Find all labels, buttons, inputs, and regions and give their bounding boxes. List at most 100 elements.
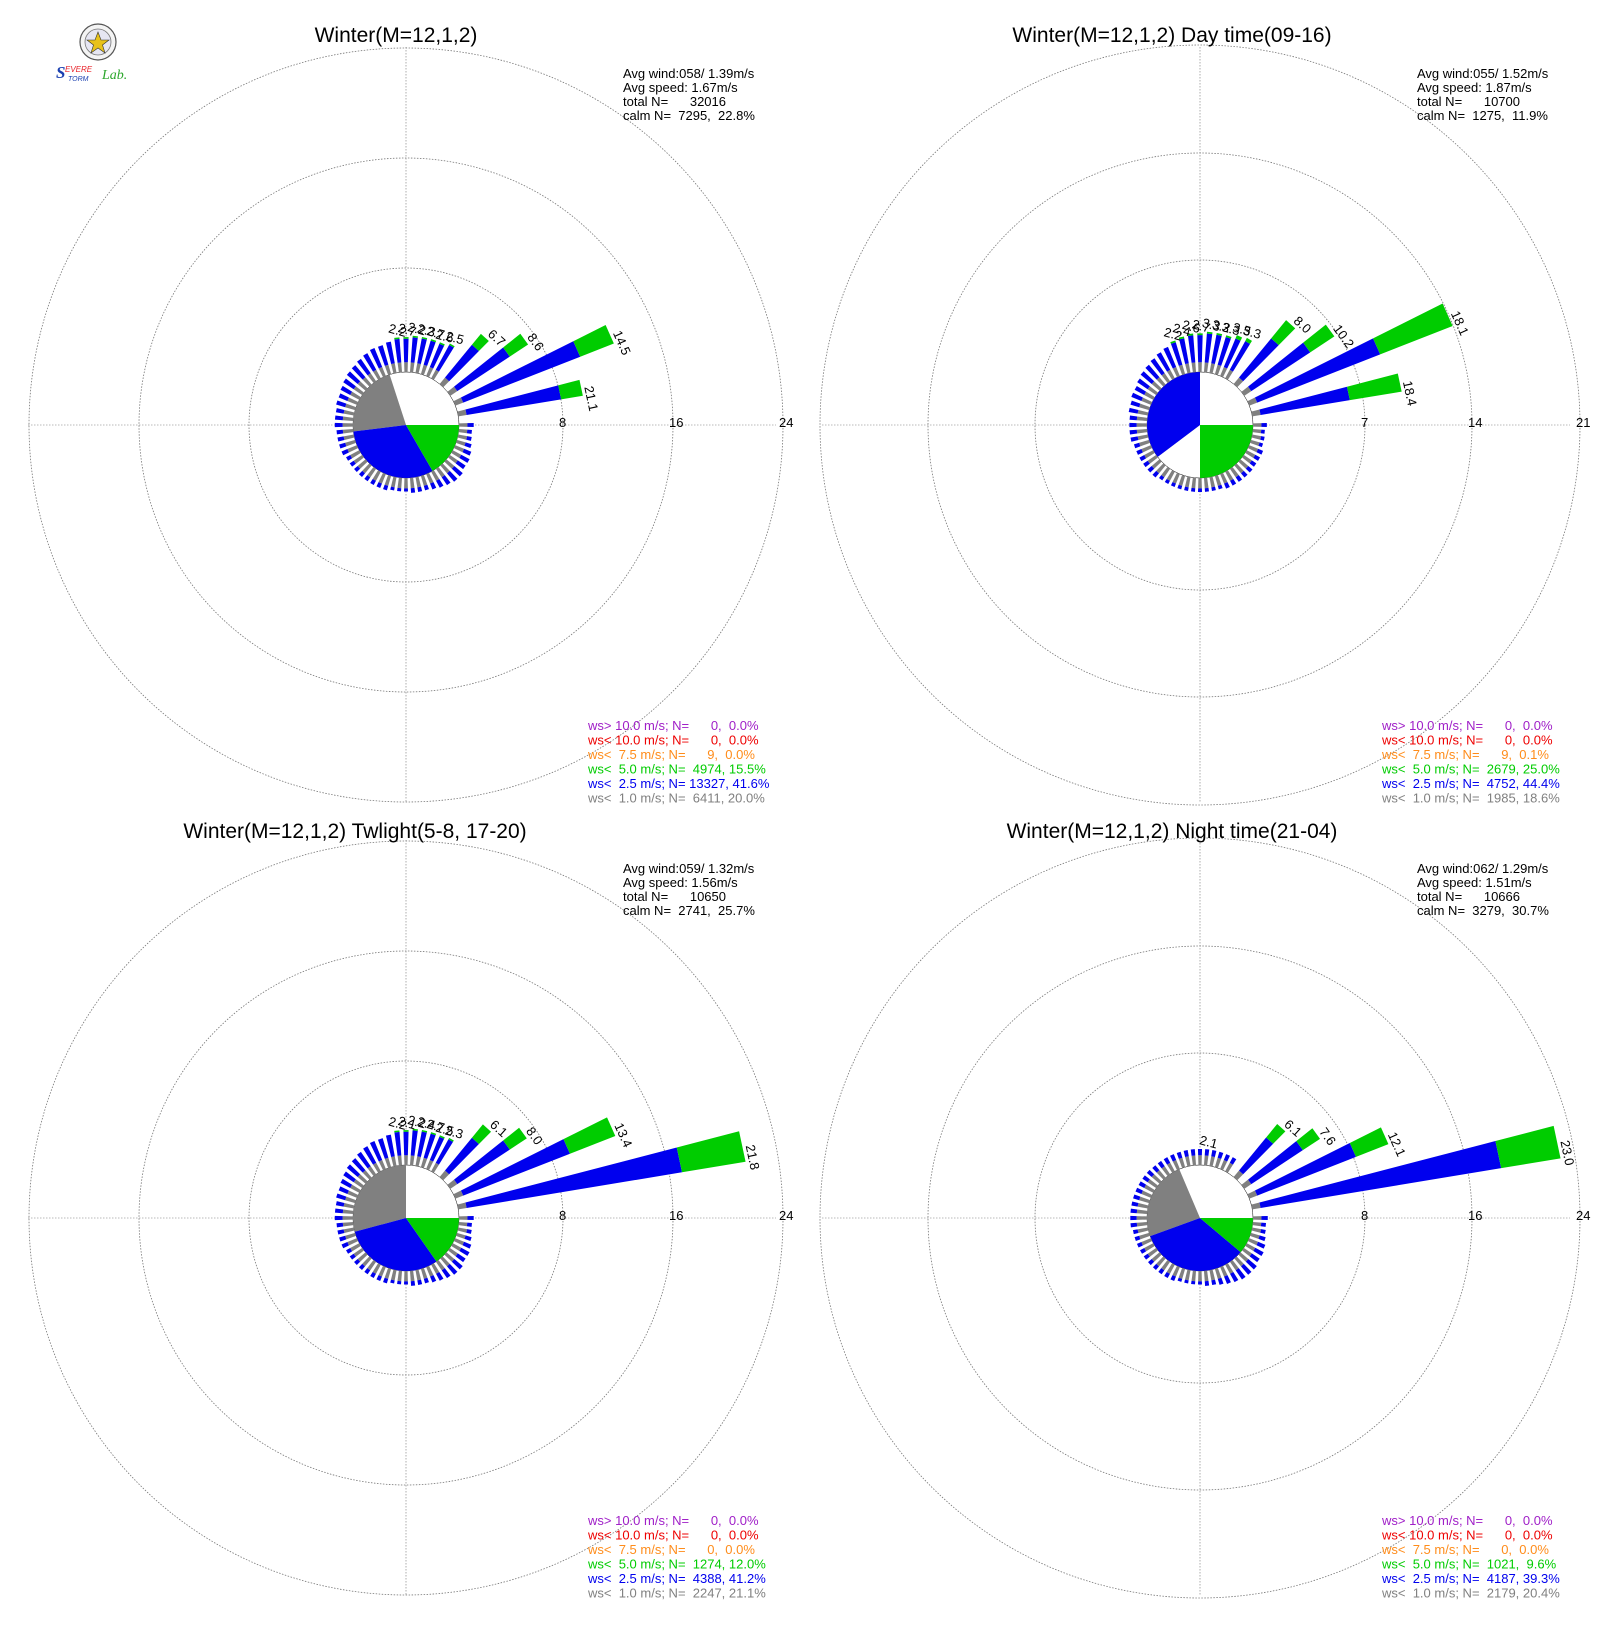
bar-segment-calm xyxy=(1147,386,1159,396)
bar-segment-calm xyxy=(343,1227,355,1234)
bar-segment-calm xyxy=(426,366,434,378)
bar-segment-calm xyxy=(1247,445,1259,453)
bar-segment-calm xyxy=(439,377,450,388)
bar-segment-lt-2-5 xyxy=(417,338,427,365)
bar-segment-calm xyxy=(1198,362,1202,373)
bar-value-label: 2.2 xyxy=(387,1114,408,1133)
bar-segment-calm xyxy=(415,476,422,488)
bar-segment-lt-2-5 xyxy=(460,1139,570,1196)
bar-segment-lt-2-5 xyxy=(430,1275,437,1283)
bar-segment-calm xyxy=(343,434,355,441)
bar-segment-lt-2-5 xyxy=(1132,1229,1139,1235)
bar-segment-calm xyxy=(347,397,359,405)
bar-segment-calm xyxy=(1172,366,1180,378)
bar-segment-lt-2-5 xyxy=(394,1131,402,1156)
bar-segment-lt-2-5 xyxy=(1179,338,1189,365)
bar-segment-calm xyxy=(431,1263,440,1274)
bar-segment-calm xyxy=(384,1157,392,1169)
bar-segment-lt-2-5 xyxy=(346,1164,361,1177)
bar-value-label: 21.1 xyxy=(581,385,601,413)
legend-entry-ws_gt_10: ws> 10.0 m/s; N= 0, 0.0% xyxy=(587,718,759,733)
bar-segment-lt-2-5 xyxy=(1254,338,1381,403)
bar-segment-calm xyxy=(453,1190,464,1199)
bar-segment-calm xyxy=(1198,1155,1202,1166)
bar-segment-lt-5 xyxy=(676,1131,746,1173)
bar-segment-calm xyxy=(1233,377,1244,388)
inner-pie-gray xyxy=(353,1165,406,1232)
bar-segment-lt-2-5 xyxy=(1241,470,1248,478)
bar-segment-calm xyxy=(1241,386,1252,396)
bar-value-label: 2.1 xyxy=(396,1113,417,1132)
bar-segment-calm xyxy=(1178,364,1186,376)
bar-segment-lt-5 xyxy=(563,1117,616,1154)
bar-segment-lt-2-5 xyxy=(1235,1268,1246,1280)
bar-segment-lt-5 xyxy=(394,1130,400,1133)
bar-value-label: 8.6 xyxy=(524,330,547,353)
bar-segment-lt-2-5 xyxy=(336,429,344,435)
bar-value-label: 2.7 xyxy=(396,320,417,339)
bar-segment-lt-2-5 xyxy=(1147,466,1155,473)
bar-segment-lt-2-5 xyxy=(465,385,562,415)
bar-segment-calm xyxy=(1137,409,1149,416)
bar-segment-lt-5 xyxy=(1349,1127,1389,1157)
bar-segment-lt-2-5 xyxy=(1133,1194,1141,1201)
bar-segment-calm xyxy=(426,1159,434,1171)
bar-segment-lt-5 xyxy=(449,343,455,348)
bar-segment-calm xyxy=(1161,466,1171,478)
panel-title: Winter(M=12,1,2) Night time(21-04) xyxy=(1007,820,1338,843)
bar-segment-calm xyxy=(1233,1170,1244,1181)
bar-segment-calm xyxy=(440,463,450,474)
inner-pie-green xyxy=(1200,1218,1253,1253)
bar-segment-lt-2-5 xyxy=(334,422,343,428)
bar-segment-lt-2-5 xyxy=(1143,460,1150,468)
bar-value-label: 23.0 xyxy=(1557,1139,1577,1167)
bar-segment-calm xyxy=(1209,476,1216,488)
bar-segment-lt-2-5 xyxy=(410,1280,416,1286)
bar-segment-calm xyxy=(1144,1184,1155,1193)
bar-segment-calm xyxy=(373,369,381,380)
bar-value-label: 18.4 xyxy=(1400,379,1420,407)
bar-segment-calm xyxy=(1220,366,1228,378)
bar-segment-lt-2-5 xyxy=(447,470,458,482)
bar-segment-lt-2-5 xyxy=(1152,470,1159,478)
windrose-panel-2: 7 14 2118.418.110.28.03.33.53.33.23.32.72.… xyxy=(819,24,1590,806)
bar-segment-calm xyxy=(378,1265,386,1277)
bar-segment-calm xyxy=(439,1170,450,1181)
bar-segment-lt-5 xyxy=(421,336,428,340)
bar-segment-lt-2-5 xyxy=(1204,487,1209,492)
bar-value-label: 2.2 xyxy=(387,321,408,340)
bar-segment-lt-2-5 xyxy=(429,1136,445,1162)
bar-segment-calm xyxy=(367,373,377,384)
bar-segment-calm xyxy=(1185,363,1191,374)
bar-segment-lt-2-5 xyxy=(455,1253,466,1263)
bar-value-label: 2.1 xyxy=(1198,1132,1219,1151)
bar-segment-lt-2-5 xyxy=(1204,333,1213,363)
stats-line: total N= 10650 xyxy=(623,889,726,904)
bar-segment-lt-2-5 xyxy=(385,341,395,365)
bar-segment-calm xyxy=(404,477,408,489)
bar-segment-lt-2-5 xyxy=(1261,423,1267,427)
bar-segment-calm xyxy=(1178,1157,1186,1169)
windrose-panel-3: 8 16 2421.813.48.06.12.32.52.72.42.22.12.2… xyxy=(28,820,793,1601)
bar-segment-calm xyxy=(384,474,392,486)
bar-segment-calm xyxy=(453,397,464,406)
bar-segment-lt-2-5 xyxy=(370,478,376,485)
bar-segment-calm xyxy=(1191,1270,1197,1282)
bar-segment-calm xyxy=(390,1269,397,1281)
bar-value-label: 6.7 xyxy=(485,326,508,349)
bar-segment-lt-2-5 xyxy=(1249,460,1257,467)
bar-value-label: 14.5 xyxy=(610,328,634,357)
bar-segment-lt-2-5 xyxy=(436,1271,444,1281)
bar-segment-lt-5 xyxy=(448,1137,454,1142)
bar-segment-calm xyxy=(447,386,458,396)
grid-ring xyxy=(819,44,1581,806)
bar-segment-calm xyxy=(1209,1156,1215,1167)
legend-entry-ws_gt_10: ws> 10.0 m/s; N= 0, 0.0% xyxy=(1381,718,1553,733)
bar-value-label: 2.4 xyxy=(1171,320,1192,339)
bar-segment-calm xyxy=(420,364,428,376)
bar-segment-lt-2-5 xyxy=(1260,436,1265,441)
legend-entry-ws_lt_2_5: ws< 2.5 m/s; N= 4752, 44.4% xyxy=(1381,776,1560,791)
bar-segment-lt-2-5 xyxy=(430,482,437,490)
bar-segment-lt-2-5 xyxy=(369,348,383,369)
bar-segment-lt-2-5 xyxy=(447,1263,458,1275)
